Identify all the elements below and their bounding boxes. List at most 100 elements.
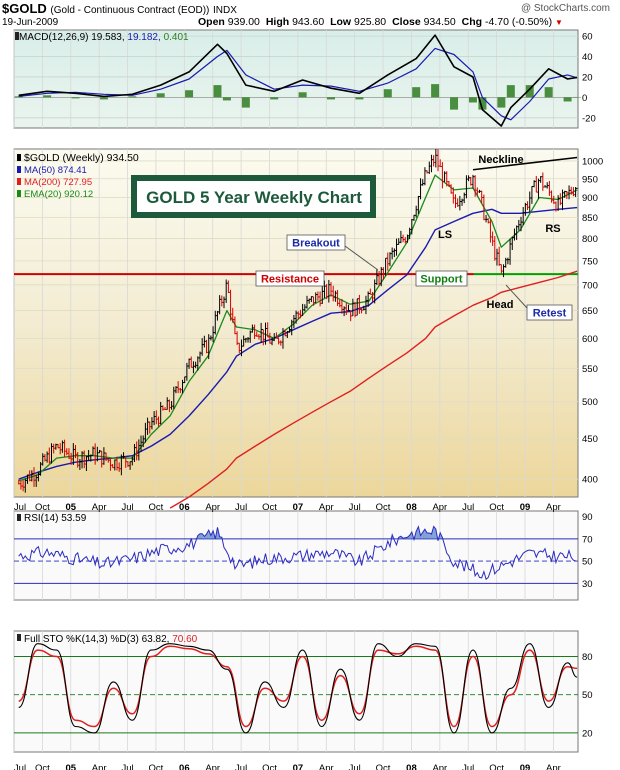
macd-histogram-bar (563, 97, 572, 102)
macd-histogram-bar (383, 89, 392, 98)
macd-legend-swatch (15, 32, 19, 40)
chg-label: Chg (461, 16, 483, 28)
rsi-line (18, 525, 576, 581)
sto-x-tick: Apr (319, 763, 334, 770)
resistance-label-box (255, 270, 325, 287)
macd-histogram-bar (497, 97, 506, 108)
price-y-tick: 700 (582, 280, 598, 291)
price-x-tick: 08 (406, 502, 417, 513)
price-x-tick: Oct (262, 502, 277, 513)
macd-histogram-bar (14, 96, 23, 98)
price-y-tick: 950 (582, 174, 598, 185)
sto-d-line (18, 645, 578, 728)
macd-signal-line (18, 47, 578, 121)
price-legend-swatch (17, 154, 21, 161)
macd-histogram-bar (506, 85, 515, 98)
macd-histogram-bar (431, 84, 440, 98)
price-x-tick: Oct (376, 502, 391, 513)
price-y-tick: 400 (582, 475, 598, 486)
price-y-tick: 850 (582, 213, 598, 224)
macd-histogram-bar (298, 92, 307, 98)
chart-title-inner (137, 181, 370, 212)
price-legend-item: EMA(20) 920.12 (24, 189, 93, 200)
macd-panel (13, 29, 579, 129)
chg-value: -4.70 (-0.50%) (484, 16, 553, 28)
sto-x-tick: 07 (293, 763, 304, 770)
sto-x-tick: Jul (14, 763, 26, 770)
sto-y-tick: 80 (582, 652, 593, 663)
price-legend-swatch (17, 190, 21, 197)
rsi-overbought-fill (416, 526, 419, 539)
sto-x-tick: Jul (462, 763, 474, 770)
sto-k-line (18, 643, 578, 734)
price-y-tick: 500 (582, 397, 598, 408)
sto-y-tick: 20 (582, 728, 593, 739)
support-label: Support (420, 274, 462, 286)
price-y-tick: 900 (582, 193, 598, 204)
price-legend-item: MA(50) 874.41 (24, 165, 87, 176)
price-y-tick: 650 (582, 306, 598, 317)
macd-histogram-bar (213, 85, 222, 98)
exchange: INDX (213, 5, 237, 16)
price-x-tick: Apr (319, 502, 334, 513)
retest-label-box (526, 304, 573, 321)
close-value: 934.50 (423, 16, 456, 28)
sto-x-tick: Oct (149, 763, 164, 770)
macd-histogram-bar (128, 96, 137, 98)
macd-histogram-bar (450, 97, 459, 110)
macd-y-tick: -20 (582, 113, 596, 124)
sto-panel (13, 630, 579, 753)
price-x-tick: Oct (149, 502, 164, 513)
retest-pointer (505, 284, 528, 309)
macd-histogram-bar (355, 97, 364, 100)
price-y-tick: 1000 (582, 156, 603, 167)
macd-histogram-bar (478, 97, 487, 110)
price-x-tick: Apr (432, 502, 447, 513)
rsi-overbought-fill (197, 533, 200, 539)
rsi-overbought-fill (199, 533, 203, 539)
macd-histogram-bar (222, 97, 231, 101)
price-x-tick: Oct (489, 502, 504, 513)
rsi-legend-swatch (17, 514, 21, 521)
price-x-tick: Jul (462, 502, 474, 513)
price-y-tick: 600 (582, 334, 598, 345)
macd-histogram-bar (185, 90, 194, 98)
macd-histogram-bar (327, 97, 336, 100)
price-y-tick: 800 (582, 234, 598, 245)
macd-legend: MACD(12,26,9) 19.583, 19.182, 0.401 (19, 32, 189, 43)
price-x-tick: Jul (235, 502, 247, 513)
instrument-name: (Gold - Continuous Contract (EOD)) (50, 5, 210, 16)
open-label: Open (198, 16, 225, 28)
sto-x-tick: Oct (35, 763, 50, 770)
macd-y-tick: 20 (582, 72, 593, 83)
symbol: $GOLD (2, 1, 47, 16)
sto-x-tick: Apr (546, 763, 561, 770)
rsi-overbought-fill (433, 526, 436, 539)
sto-legend: Full STO %K(14,3) %D(3) 63.82, 70.60 (24, 634, 198, 645)
close-label: Close (392, 16, 421, 28)
macd-line (18, 34, 578, 127)
macd-histogram-bar (241, 97, 250, 108)
price-y-tick: 450 (582, 434, 598, 445)
price-legend-swatch (17, 178, 21, 185)
breakout-label-box (286, 234, 346, 251)
breakout-label: Breakout (292, 238, 340, 250)
macd-histogram-bar (525, 85, 534, 98)
high-value: 943.60 (292, 16, 325, 28)
sto-x-tick: Jul (235, 763, 247, 770)
support-label-box (415, 270, 468, 287)
neckline (472, 156, 578, 171)
macd-histogram-bar (544, 87, 553, 98)
sto-x-tick: Apr (205, 763, 220, 770)
price-x-tick: 06 (179, 502, 190, 513)
rsi-overbought-fill (427, 532, 430, 539)
low-value: 925.80 (354, 16, 387, 28)
macd-histogram-bar (270, 97, 279, 100)
macd-histogram-bar (99, 97, 108, 100)
rsi-overbought-fill (424, 529, 428, 539)
rsi-legend: RSI(14) 53.59 (24, 513, 87, 524)
rsi-overbought-fill (206, 530, 209, 539)
sto-legend-swatch (17, 634, 21, 641)
retest-label: Retest (533, 308, 567, 320)
sto-y-tick: 50 (582, 690, 593, 701)
